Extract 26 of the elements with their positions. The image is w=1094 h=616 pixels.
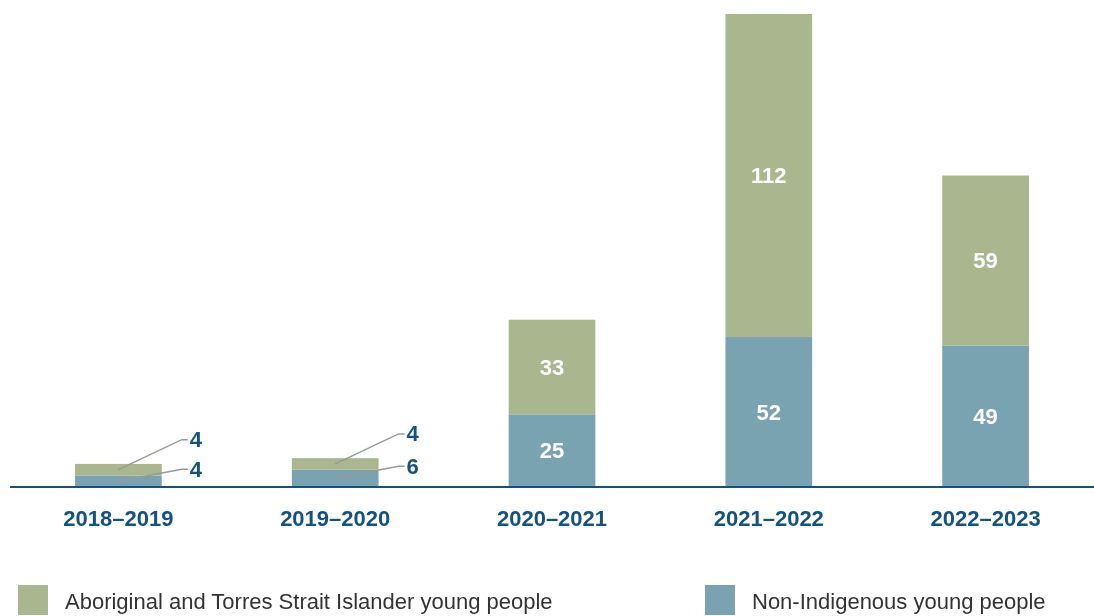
data-label: 4 xyxy=(189,427,203,453)
bar xyxy=(942,345,1029,487)
data-label: 4 xyxy=(406,421,420,447)
data-label: 52 xyxy=(756,399,782,425)
data-label: 59 xyxy=(973,248,998,274)
data-label: 6 xyxy=(406,453,419,479)
bar xyxy=(725,337,813,487)
x-tick-label: 2021–2022 xyxy=(713,505,824,531)
bar xyxy=(508,319,596,415)
data-label: 112 xyxy=(751,163,787,189)
data-label: 25 xyxy=(539,438,565,464)
data-label: 4 xyxy=(189,456,203,482)
bar xyxy=(291,458,379,470)
x-tick-label: 2019–2020 xyxy=(280,505,391,531)
legend-label: Non-Indigenous young people xyxy=(752,588,1046,614)
bar xyxy=(725,14,813,338)
data-label: 33 xyxy=(539,354,565,380)
bar xyxy=(942,175,1029,346)
data-label: 49 xyxy=(973,403,998,429)
x-tick-label: 2022–2023 xyxy=(930,505,1041,531)
bar xyxy=(508,414,596,487)
x-tick-label: 2018–2019 xyxy=(63,505,174,531)
bar xyxy=(75,463,162,476)
x-tick-label: 2020–2021 xyxy=(496,505,608,531)
bar xyxy=(75,475,162,487)
legend-label: Aboriginal and Torres Strait Islander young people xyxy=(65,588,553,614)
